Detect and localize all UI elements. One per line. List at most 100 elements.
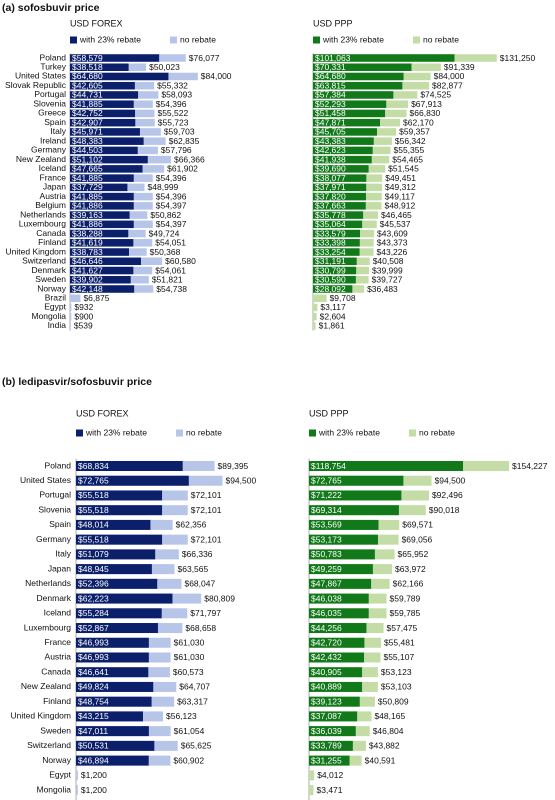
value-label: $2,604	[320, 311, 346, 321]
bar	[76, 623, 158, 634]
value-label: $39,902	[72, 275, 103, 285]
value-label: $41,886	[72, 219, 103, 229]
bar	[313, 322, 316, 330]
value-label: $40,591	[365, 755, 396, 765]
value-label: $43,226	[377, 247, 408, 257]
value-label: $51,079	[78, 549, 109, 559]
bar	[76, 505, 163, 516]
legend-label: no rebate	[180, 34, 216, 44]
value-label: $31,255	[311, 755, 342, 765]
category-label: Canada	[36, 228, 66, 238]
value-label: $57,475	[387, 623, 418, 633]
value-label: $41,885	[72, 191, 103, 201]
bar	[76, 534, 163, 545]
category-label: Sweden	[40, 725, 71, 735]
bar	[309, 519, 379, 530]
value-label: $42,720	[311, 638, 342, 648]
value-label: $59,785	[390, 608, 421, 618]
value-label: $52,396	[78, 579, 109, 589]
value-label: $39,123	[311, 696, 342, 706]
category-label: Canada	[41, 666, 71, 676]
legend-swatch	[170, 36, 177, 44]
bar	[309, 652, 365, 663]
value-label: $68,658	[185, 623, 216, 633]
category-label: Austria	[40, 191, 67, 201]
value-label: $53,123	[381, 667, 412, 677]
bar	[76, 637, 149, 648]
bar	[70, 248, 130, 256]
category-label: Spain	[44, 117, 66, 127]
value-label: $30,590	[315, 275, 346, 285]
bar	[313, 229, 361, 238]
value-label: $54,051	[155, 238, 186, 248]
value-label: $61,902	[167, 164, 198, 174]
value-label: $91,339	[444, 62, 475, 72]
value-label: $69,571	[402, 520, 433, 530]
bar	[313, 192, 366, 201]
bar	[313, 165, 369, 173]
legend-label: with 23% rebate	[322, 34, 384, 44]
value-label: $539	[74, 321, 93, 331]
bar	[313, 312, 317, 321]
bar	[309, 726, 356, 737]
legend-label: with 23% rebate	[79, 34, 141, 44]
category-label: Slovak Republic	[5, 80, 67, 90]
bar	[313, 211, 364, 219]
category-label: Japan	[43, 182, 66, 192]
value-label: $41,619	[72, 238, 103, 248]
value-label: $84,000	[434, 71, 465, 81]
value-label: $49,451	[385, 173, 416, 183]
value-label: $46,993	[78, 638, 109, 648]
bar	[313, 276, 356, 284]
bar	[76, 593, 173, 604]
chart-title: USD PPP	[313, 18, 353, 28]
value-label: $66,830	[410, 108, 441, 118]
value-label: $50,809	[378, 696, 409, 706]
category-label: Brazil	[45, 292, 66, 302]
category-label: India	[48, 320, 67, 330]
value-label: $43,383	[315, 136, 346, 146]
value-label: $38,783	[72, 247, 103, 257]
value-label: $48,383	[72, 136, 103, 146]
bar	[70, 54, 160, 62]
value-label: $900	[74, 311, 93, 321]
value-label: $49,259	[311, 564, 342, 574]
value-label: $46,993	[78, 652, 109, 662]
value-label: $39,163	[72, 210, 103, 220]
value-label: $48,999	[148, 182, 179, 192]
category-label: Mongolia	[37, 784, 72, 794]
value-label: $54,396	[156, 99, 187, 109]
bar	[313, 183, 367, 192]
value-label: $52,293	[315, 99, 346, 109]
value-label: $54,061	[155, 265, 186, 275]
value-label: $47,871	[315, 117, 346, 127]
category-label: New Zealand	[21, 681, 71, 691]
value-label: $44,731	[72, 90, 103, 100]
category-label: Netherlands	[20, 209, 66, 219]
bar	[309, 490, 402, 501]
value-label: $42,623	[315, 145, 346, 155]
legend-label: with 23% rebate	[85, 427, 147, 437]
bar	[309, 461, 464, 471]
bar	[70, 239, 134, 247]
category-label: Poland	[40, 52, 67, 62]
category-label: Norway	[37, 283, 67, 293]
bar	[70, 109, 136, 118]
value-label: $6,875	[83, 293, 109, 303]
bar	[309, 637, 365, 648]
category-label: Iceland	[44, 608, 72, 618]
value-label: $64,680	[72, 71, 103, 81]
category-label: Finland	[43, 696, 71, 706]
value-label: $55,522	[157, 108, 188, 118]
value-label: $62,223	[78, 593, 109, 603]
bar	[313, 118, 381, 127]
value-label: $45,705	[315, 127, 346, 137]
bar	[309, 564, 373, 575]
value-label: $55,518	[78, 505, 109, 515]
bar	[70, 72, 169, 81]
value-label: $36,039	[311, 726, 342, 736]
value-label: $42,148	[72, 284, 103, 294]
value-label: $48,912	[384, 201, 415, 211]
value-label: $68,047	[184, 579, 215, 589]
value-label: $46,646	[72, 256, 103, 266]
